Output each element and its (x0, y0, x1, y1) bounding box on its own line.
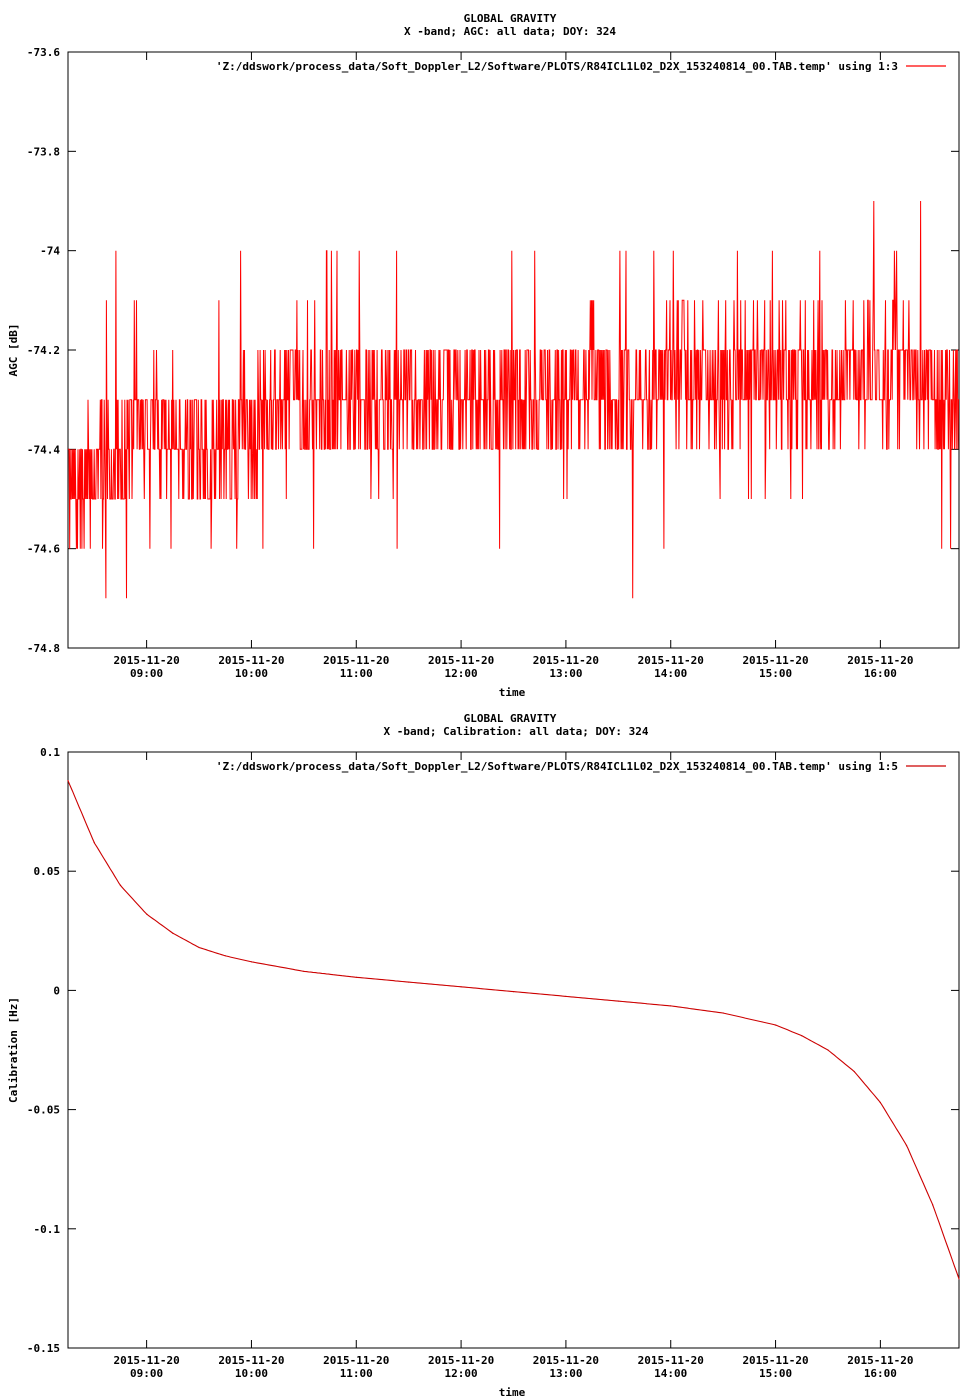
series-point (67, 780, 69, 782)
y-tick-label: -0.05 (27, 1104, 60, 1117)
series-point (801, 1035, 803, 1037)
chart-subtitle: X -band; Calibration: all data; DOY: 324 (384, 725, 649, 738)
series-point (827, 1049, 829, 1051)
y-tick-label: -74 (40, 245, 60, 258)
series-point (879, 1101, 882, 1103)
series-point (617, 1000, 619, 1002)
x-tick-time: 14:00 (654, 667, 687, 680)
series-point (906, 1144, 908, 1146)
x-tick-date: 2015-11-20 (323, 1354, 389, 1367)
series-point (512, 991, 515, 993)
series-point (146, 913, 148, 915)
series-point (932, 1204, 934, 1206)
agc-chart: GLOBAL GRAVITY X -band; AGC: all data; D… (7, 12, 960, 699)
x-tick-time: 13:00 (549, 667, 582, 680)
y-tick-label: -74.6 (27, 543, 60, 556)
x-tick-date: 2015-11-20 (428, 1354, 494, 1367)
series-point (198, 946, 200, 949)
y-tick-label: -73.8 (27, 145, 60, 158)
x-tick-time: 10:00 (235, 667, 268, 680)
x-tick-date: 2015-11-20 (742, 1354, 808, 1367)
x-tick-date: 2015-11-20 (218, 1354, 284, 1367)
y-tick-label: -0.1 (34, 1223, 61, 1236)
x-axis-label: time (499, 686, 526, 699)
x-tick-time: 12:00 (445, 667, 478, 680)
chart-title: GLOBAL GRAVITY (464, 712, 557, 725)
y-axis-ticks: -73.6 -73.8 -74 -74.2 -74.4 -74.6 -74.8 (27, 46, 959, 655)
x-tick-time: 09:00 (130, 1367, 163, 1380)
x-tick-date: 2015-11-20 (533, 654, 599, 667)
agc-series-line (68, 200, 959, 599)
y-axis-ticks: 0.1 0.05 0 -0.05 -0.1 -0.15 (27, 746, 959, 1355)
series-point (408, 981, 410, 983)
x-tick-date: 2015-11-20 (114, 1354, 180, 1367)
x-axis-label: time (499, 1386, 526, 1399)
x-axis-ticks: 2015-11-2009:002015-11-2010:002015-11-20… (114, 52, 913, 680)
series-point (119, 884, 121, 887)
x-tick-date: 2015-11-20 (114, 654, 180, 667)
x-tick-time: 15:00 (759, 667, 792, 680)
series-point (460, 986, 462, 988)
series-point (722, 1012, 724, 1014)
chart-title: GLOBAL GRAVITY (464, 12, 557, 25)
x-tick-date: 2015-11-20 (638, 1354, 704, 1367)
series-point (775, 1024, 777, 1026)
series-point (303, 970, 305, 972)
y-tick-label: -73.6 (27, 46, 60, 59)
y-tick-label: 0 (53, 984, 60, 997)
y-tick-label: -0.15 (27, 1342, 60, 1355)
x-axis-ticks: 2015-11-2009:002015-11-2010:002015-11-20… (114, 752, 913, 1380)
series-line (68, 200, 959, 599)
x-tick-date: 2015-11-20 (323, 654, 389, 667)
chart-subtitle: X -band; AGC: all data; DOY: 324 (404, 25, 616, 38)
x-tick-date: 2015-11-20 (428, 654, 494, 667)
series-point (355, 976, 357, 978)
x-tick-time: 16:00 (864, 667, 897, 680)
y-tick-label: 0.05 (34, 865, 61, 878)
series-line (67, 780, 960, 1280)
series-point (224, 955, 226, 957)
x-tick-time: 11:00 (340, 667, 373, 680)
x-tick-date: 2015-11-20 (742, 654, 808, 667)
x-tick-time: 13:00 (549, 1367, 582, 1380)
y-tick-label: -74.2 (27, 344, 60, 357)
x-tick-date: 2015-11-20 (218, 654, 284, 667)
legend-text: 'Z:/ddswork/process_data/Soft_Doppler_L2… (216, 760, 898, 773)
series-point (250, 961, 252, 963)
y-axis-label: Calibration [Hz] (7, 997, 20, 1103)
x-tick-time: 16:00 (864, 1367, 897, 1380)
calibration-series-line (67, 780, 960, 1280)
x-tick-time: 11:00 (340, 1367, 373, 1380)
x-tick-time: 09:00 (130, 667, 163, 680)
x-tick-time: 15:00 (759, 1367, 792, 1380)
x-tick-time: 12:00 (445, 1367, 478, 1380)
x-tick-date: 2015-11-20 (847, 1354, 913, 1367)
y-axis-label: AGC [dB] (7, 324, 20, 377)
series-point (670, 1005, 672, 1007)
series-point (958, 1278, 960, 1280)
y-tick-label: 0.1 (40, 746, 60, 759)
series-point (172, 932, 174, 934)
x-tick-time: 10:00 (235, 1367, 268, 1380)
x-tick-time: 14:00 (654, 1367, 687, 1380)
y-tick-label: -74.4 (27, 443, 60, 456)
x-tick-date: 2015-11-20 (638, 654, 704, 667)
x-tick-date: 2015-11-20 (847, 654, 913, 667)
series-point (93, 842, 95, 844)
y-tick-label: -74.8 (27, 642, 60, 655)
calibration-chart: GLOBAL GRAVITY X -band; Calibration: all… (7, 712, 960, 1399)
plot-frame (67, 751, 960, 1349)
series-point (565, 995, 567, 998)
legend-text: 'Z:/ddswork/process_data/Soft_Doppler_L2… (216, 60, 898, 73)
series-point (853, 1070, 855, 1073)
x-tick-date: 2015-11-20 (533, 1354, 599, 1367)
